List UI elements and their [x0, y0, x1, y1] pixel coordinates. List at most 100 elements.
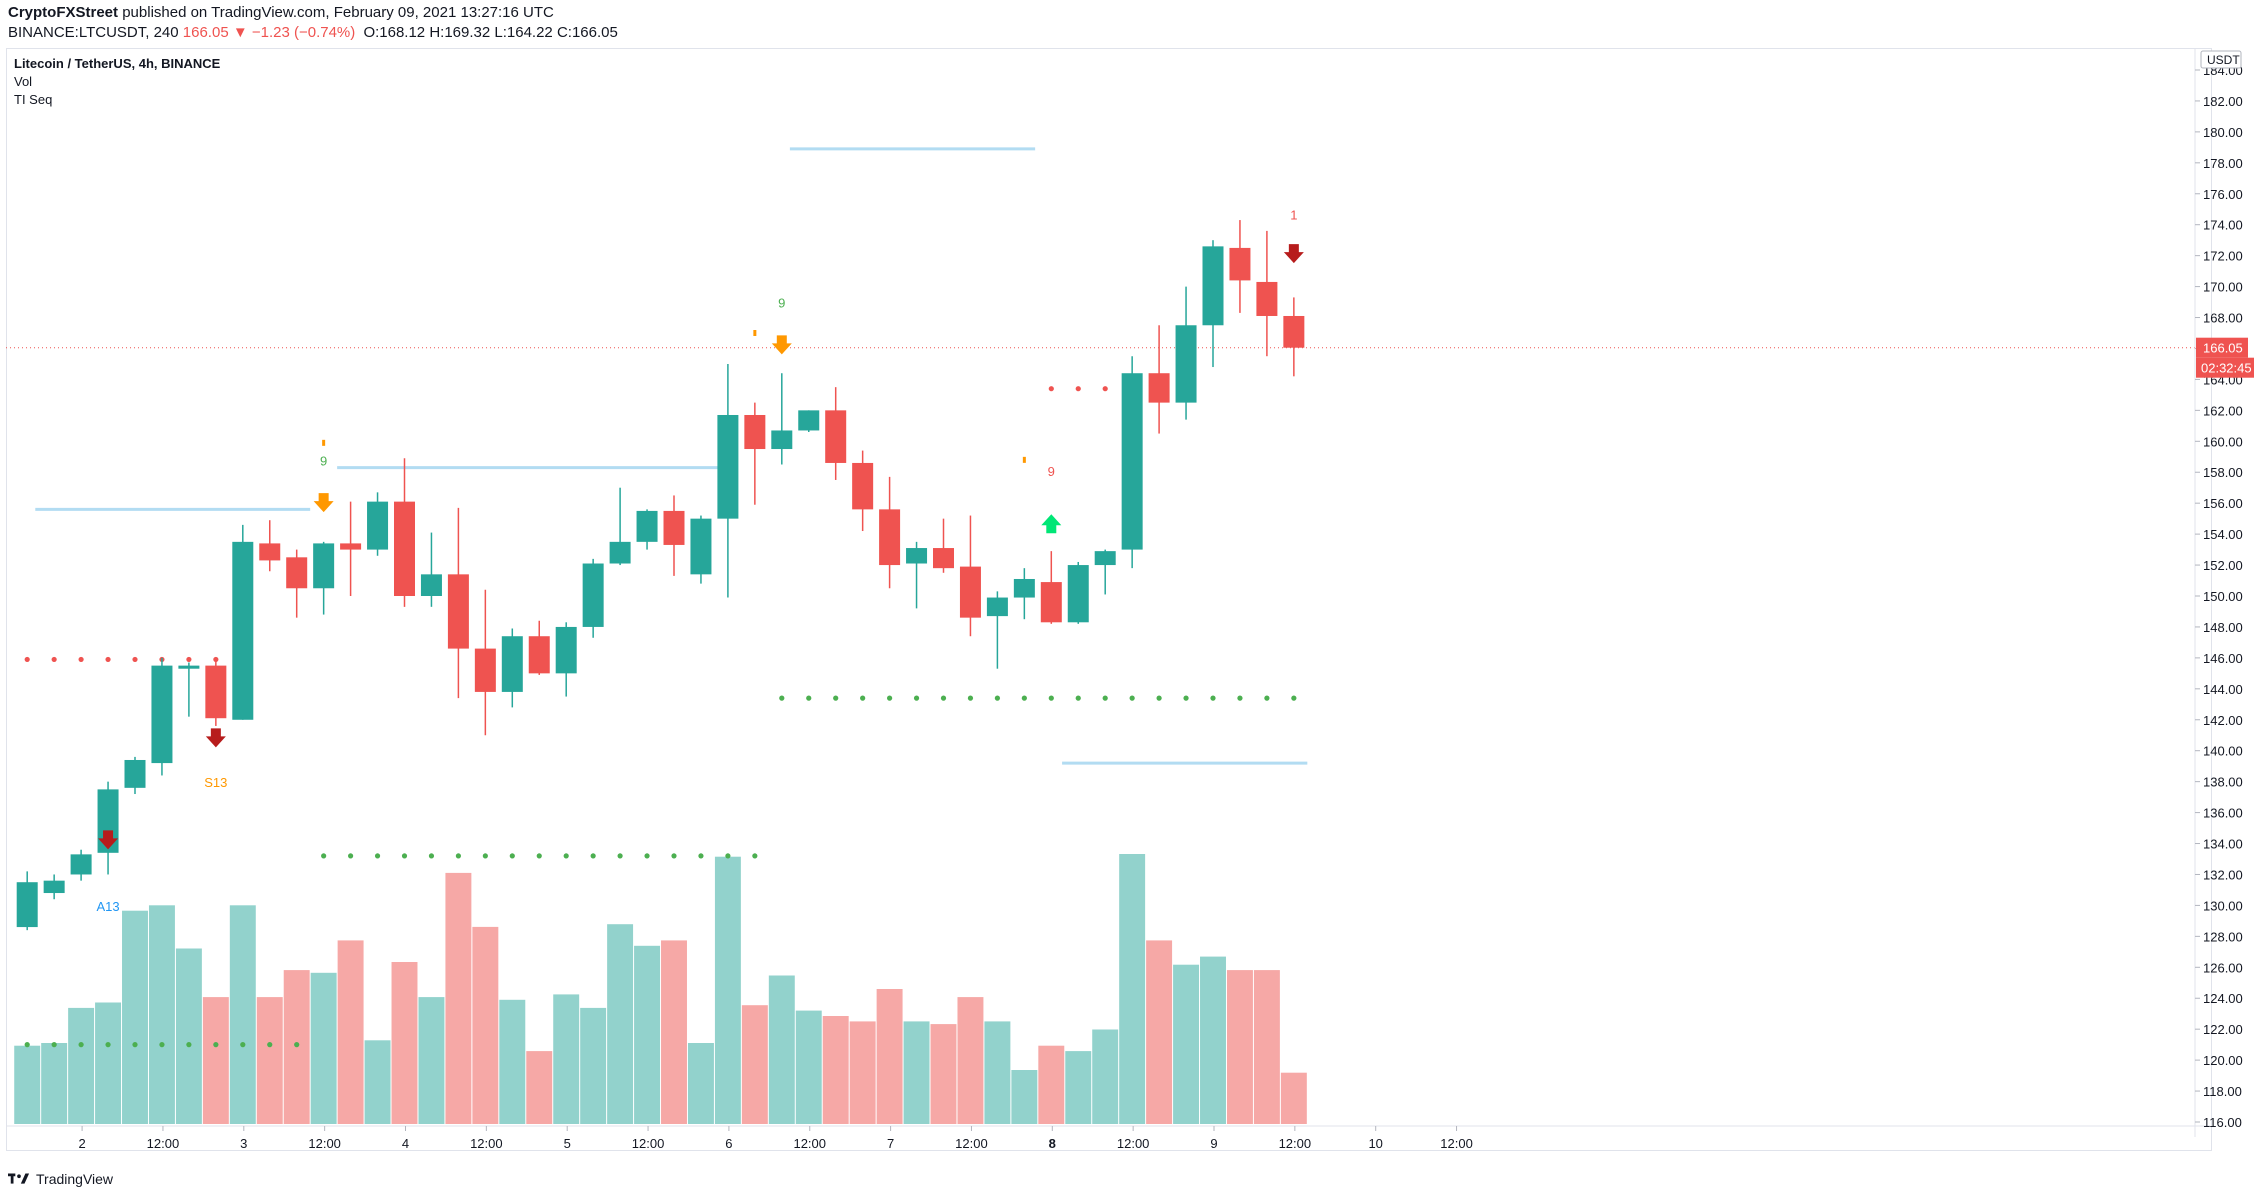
candle-body — [852, 462, 874, 510]
candle-body — [879, 509, 901, 566]
tdst-dot — [267, 1042, 273, 1048]
candle-body — [1202, 246, 1224, 326]
volume-bar — [418, 997, 445, 1124]
signal-label: A13 — [96, 899, 119, 914]
tdst-dot — [806, 695, 812, 701]
volume-bar — [741, 1005, 768, 1124]
price-tick-label: 140.00 — [2203, 744, 2243, 759]
time-tick-label: 9 — [1210, 1136, 1217, 1151]
volume-bar — [1011, 1070, 1038, 1124]
tdst-dot — [1102, 695, 1108, 701]
tdst-dot — [1048, 386, 1054, 392]
price-tick-label: 156.00 — [2203, 496, 2243, 511]
tdst-dot — [294, 1042, 300, 1048]
price-tick-label: 180.00 — [2203, 125, 2243, 140]
price-tick-label: 146.00 — [2203, 651, 2243, 666]
volume-bar — [822, 1016, 849, 1124]
volume-bar — [687, 1043, 714, 1124]
footer: TradingView — [8, 1171, 113, 1187]
legend-volume[interactable]: Vol — [14, 74, 33, 89]
candle-body — [97, 789, 119, 853]
tdst-dot — [159, 1042, 165, 1048]
signal-label: 9 — [1048, 464, 1055, 479]
volume-bar — [957, 997, 984, 1124]
tdst-dot — [374, 853, 381, 859]
candle-body — [1013, 578, 1035, 598]
tdst-dot — [51, 1042, 57, 1048]
price-tick-label: 138.00 — [2203, 775, 2243, 790]
legend-ti-seq[interactable]: TI Seq — [14, 92, 53, 107]
footer-brand[interactable]: TradingView — [36, 1171, 114, 1187]
volume-bar — [714, 856, 741, 1124]
candle-body — [906, 548, 928, 564]
volume-bar — [95, 1002, 122, 1124]
countdown-box — [2196, 357, 2254, 378]
tdst-dot — [105, 656, 111, 663]
seq-mark — [322, 439, 326, 446]
tdst-dot — [833, 695, 839, 701]
quote-line: BINANCE:LTCUSDT, 240 166.05 ▼ −1.23 (−0.… — [8, 24, 618, 41]
volume-bar — [903, 1021, 930, 1124]
volume-bar — [148, 905, 175, 1124]
tdst-dot — [967, 695, 974, 701]
seq-mark — [1022, 456, 1026, 463]
tdst-dot — [913, 695, 920, 701]
volume-bar — [202, 997, 229, 1124]
signal-label: 1 — [1290, 207, 1297, 222]
tdst-dot — [698, 853, 704, 859]
volume-bar — [1065, 1051, 1092, 1124]
price-tick-label: 134.00 — [2203, 837, 2243, 852]
published-text: published on TradingView.com, February 0… — [122, 4, 554, 21]
candle-body — [205, 665, 227, 719]
volume-bar — [607, 924, 634, 1124]
tdst-dot — [1129, 695, 1135, 701]
time-tick-label: 12:00 — [793, 1136, 826, 1151]
candle-body — [582, 563, 604, 627]
tdst-dot — [1291, 695, 1297, 701]
volume-bar — [256, 997, 283, 1124]
time-tick-label: 12:00 — [147, 1136, 180, 1151]
candle-body — [555, 626, 577, 674]
signal-arrow-icon — [1283, 244, 1304, 264]
volume-bar — [580, 1007, 607, 1124]
tdst-dot — [1021, 695, 1027, 701]
time-tick-label: 3 — [240, 1136, 247, 1151]
price-tick-label: 178.00 — [2203, 156, 2243, 171]
price-change: ▼ −1.23 (−0.74%) — [232, 24, 356, 41]
tdst-dot — [240, 1042, 246, 1048]
tdst-dot — [940, 695, 947, 701]
volume-bar — [1038, 1045, 1065, 1124]
price-unit-label: USDT — [2207, 53, 2240, 67]
volume-bar — [1200, 956, 1226, 1124]
candle-body — [1121, 373, 1143, 550]
volume-bar — [849, 1021, 876, 1124]
time-tick-label: 8 — [1049, 1136, 1056, 1151]
tdst-dot — [1048, 695, 1054, 701]
volume-bar — [1092, 1029, 1119, 1124]
volume-bar — [499, 999, 526, 1124]
tdst-dot — [186, 656, 192, 663]
candle-body — [124, 759, 146, 788]
tdst-dot — [401, 853, 408, 859]
candle-body — [340, 543, 362, 550]
tdst-dot — [428, 853, 435, 859]
tdst-dot — [348, 853, 354, 859]
volume-bar — [337, 940, 364, 1124]
time-tick-label: 12:00 — [955, 1136, 988, 1151]
tdst-dot — [78, 1042, 84, 1048]
tdst-dot — [617, 853, 623, 859]
tradingview-logo-icon — [8, 1173, 30, 1184]
legend-title[interactable]: Litecoin / TetherUS, 4h, BINANCE — [14, 56, 221, 71]
volume-bar — [930, 1024, 957, 1124]
price-tick-label: 122.00 — [2203, 1022, 2243, 1037]
tdst-dot — [887, 695, 893, 701]
signal-arrow-icon — [313, 493, 334, 513]
time-tick-label: 6 — [725, 1136, 732, 1151]
volume-bar — [1226, 970, 1253, 1124]
price-tick-label: 148.00 — [2203, 620, 2243, 635]
publisher-name[interactable]: CryptoFXStreet — [8, 4, 119, 21]
signal-label: 9 — [778, 296, 785, 311]
tdst-dot — [455, 853, 461, 859]
price-tick-label: 126.00 — [2203, 960, 2243, 975]
